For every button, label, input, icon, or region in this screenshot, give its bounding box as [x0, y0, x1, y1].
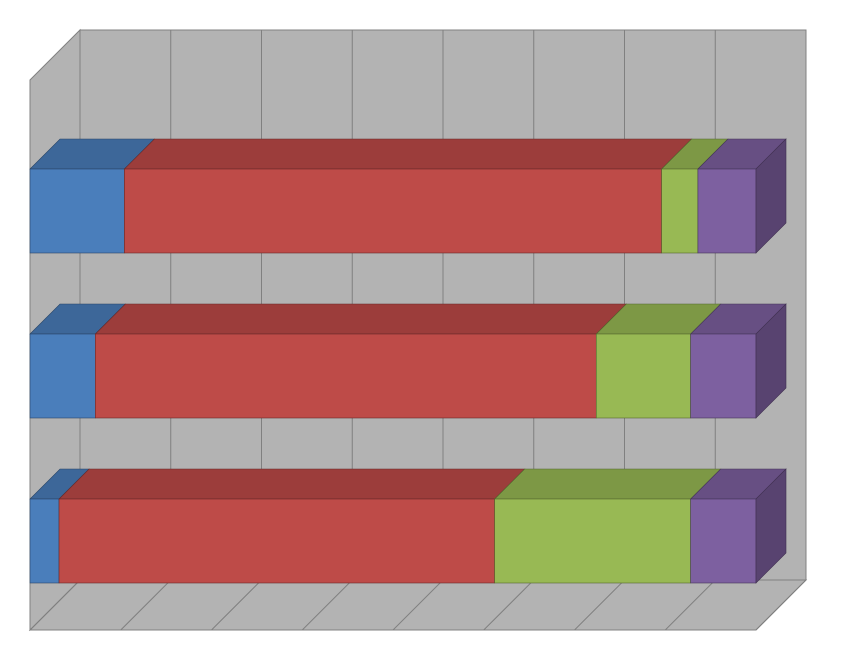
bar-front [30, 334, 95, 418]
stacked-bar-3d-chart [0, 0, 856, 660]
bar-front [596, 334, 690, 418]
bar-front [30, 169, 124, 253]
bar-top [95, 304, 626, 334]
bar-front [59, 499, 495, 583]
bar-front [698, 169, 756, 253]
bar-front [691, 334, 756, 418]
bar-front [95, 334, 596, 418]
bar-top [495, 469, 721, 499]
bar-front [691, 499, 756, 583]
bar-front [495, 499, 691, 583]
bar-top [124, 139, 691, 169]
bar-front [124, 169, 661, 253]
bar-front [662, 169, 698, 253]
chart-svg [0, 0, 856, 660]
bar-front [30, 499, 59, 583]
bar-top [59, 469, 525, 499]
